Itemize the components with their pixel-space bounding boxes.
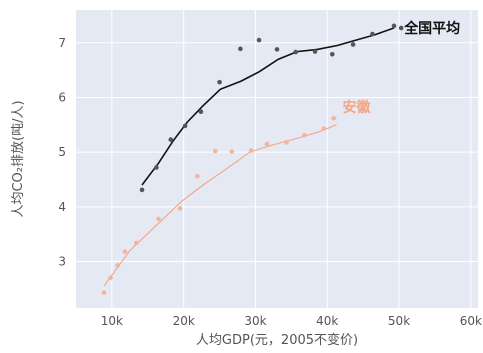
data-point [329, 51, 335, 57]
data-point [177, 206, 183, 211]
data-point [101, 290, 107, 295]
data-point [229, 149, 235, 154]
x-tick-label: 10k [101, 314, 123, 328]
data-point [122, 249, 128, 254]
data-point [139, 187, 145, 193]
data-point [398, 25, 404, 31]
y-tick-label: 6 [58, 90, 66, 104]
data-point [293, 49, 298, 55]
x-tick-label: 20k [173, 314, 195, 328]
y-tick-label: 4 [58, 200, 66, 214]
data-point [115, 263, 120, 268]
y-axis-ticks: 3 4 5 6 7 [58, 36, 66, 269]
data-point [217, 79, 222, 85]
series-national-average [139, 23, 404, 193]
data-point [248, 148, 254, 153]
y-tick-label: 7 [58, 36, 66, 50]
y-tick-label: 3 [58, 255, 66, 269]
data-point [370, 31, 375, 37]
data-point [274, 47, 280, 52]
data-point [238, 46, 243, 52]
trend-line [141, 27, 395, 186]
data-point [264, 141, 270, 147]
x-tick-label: 30k [244, 314, 266, 328]
series-anhui [101, 115, 337, 295]
data-point [108, 275, 113, 281]
data-point [256, 37, 262, 43]
data-point [350, 42, 356, 47]
x-tick-label: 50k [388, 314, 410, 328]
x-axis-ticks: 10k 20k 30k 40k 50k 60k [101, 314, 482, 328]
data-point [154, 165, 159, 170]
data-point [312, 49, 318, 54]
national-average-label: 全国平均 [403, 20, 460, 37]
y-axis-label: 人均CO₂排放(吨/人) [11, 100, 26, 217]
y-tick-label: 5 [58, 145, 66, 159]
data-point [301, 132, 307, 138]
data-point [134, 240, 139, 246]
data-point [321, 126, 326, 131]
x-axis-label: 人均GDP(元，2005不变价) [196, 332, 358, 348]
x-tick-label: 60k [460, 314, 482, 328]
data-point [168, 137, 174, 142]
data-point [182, 123, 188, 129]
anhui-label: 安徽 [342, 99, 371, 116]
data-point [212, 148, 218, 154]
data-point [284, 140, 289, 145]
data-point [198, 109, 204, 115]
data-point [156, 216, 161, 222]
x-tick-label: 40k [316, 314, 338, 328]
plot-area [76, 10, 478, 308]
data-point [195, 173, 200, 179]
data-point [331, 115, 337, 121]
data-point [391, 23, 397, 29]
grid [76, 10, 478, 308]
